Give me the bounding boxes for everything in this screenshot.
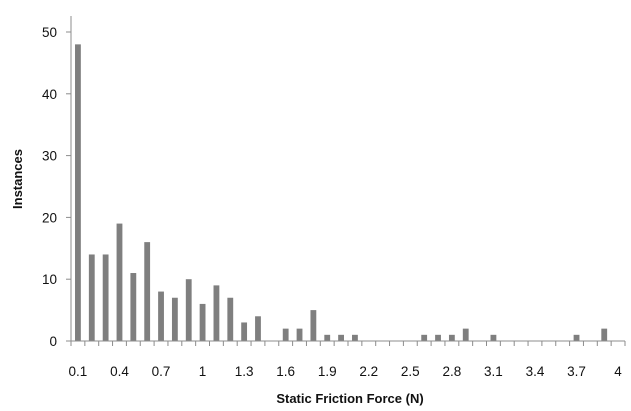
x-axis-title: Static Friction Force (N): [276, 391, 423, 406]
bar-1.9: [324, 334, 331, 341]
bar-2.8: [448, 334, 455, 341]
bar-1.2: [227, 297, 234, 341]
x-tick-label-0.4: 0.4: [110, 364, 129, 379]
bar-1.3: [241, 322, 248, 341]
bar-3.7: [573, 334, 580, 341]
bar-0.8: [171, 297, 178, 341]
bar-1.4: [255, 316, 261, 341]
bar-0.7: [158, 291, 164, 341]
x-tick-label-2.2: 2.2: [359, 364, 378, 379]
bar-2.6: [421, 334, 428, 341]
x-tick-label-1: 1: [199, 364, 207, 379]
bar-2: [338, 334, 344, 341]
bar-2.7: [435, 334, 441, 341]
x-tick-label-4: 4: [614, 364, 622, 379]
x-tick-label-1.3: 1.3: [235, 364, 254, 379]
x-tick-label-0.7: 0.7: [152, 364, 171, 379]
y-axis-ticks: 0 10 20 30 40 50: [42, 25, 71, 349]
bar-0.2: [88, 254, 95, 341]
y-tick-label-20: 20: [42, 210, 57, 225]
x-tick-label-1.9: 1.9: [318, 364, 337, 379]
bar-2.1: [352, 334, 358, 341]
x-tick-label-2.8: 2.8: [442, 364, 461, 379]
x-tick-label-0.1: 0.1: [69, 364, 88, 379]
bar-0.4: [116, 223, 123, 341]
bar-1.1: [213, 285, 220, 341]
bar-3.9: [601, 328, 608, 341]
x-tick-label-1.6: 1.6: [276, 364, 295, 379]
y-tick-label-50: 50: [42, 25, 57, 40]
bar-3.1: [490, 334, 497, 341]
x-axis-ticks: 0.1 0.4 0.7 1 1.3 1.6 1.9 2.2 2.5 2.8 3.1 3.4 3.7 4: [69, 341, 626, 379]
y-tick-label-10: 10: [42, 272, 57, 287]
bar-1.8: [310, 310, 317, 341]
bar-1.7: [296, 328, 303, 341]
x-tick-label-3.1: 3.1: [484, 364, 503, 379]
x-tick-label-3.7: 3.7: [567, 364, 586, 379]
bar-0.9: [185, 279, 192, 341]
y-tick-label-40: 40: [42, 87, 57, 102]
y-tick-label-0: 0: [49, 334, 57, 349]
y-tick-label-30: 30: [42, 149, 57, 164]
bar-0.5: [130, 273, 137, 341]
bars-group: [75, 44, 608, 342]
bar-0.6: [144, 242, 151, 341]
x-tick-label-2.5: 2.5: [401, 364, 420, 379]
x-tick-label-3.4: 3.4: [526, 364, 545, 379]
bar-0.3: [102, 254, 109, 341]
bar-1: [199, 303, 206, 341]
bar-2.9: [462, 328, 469, 341]
bar-0.1: [75, 44, 81, 342]
bar-1.6: [282, 328, 289, 341]
y-axis-title: Instances: [10, 149, 25, 209]
